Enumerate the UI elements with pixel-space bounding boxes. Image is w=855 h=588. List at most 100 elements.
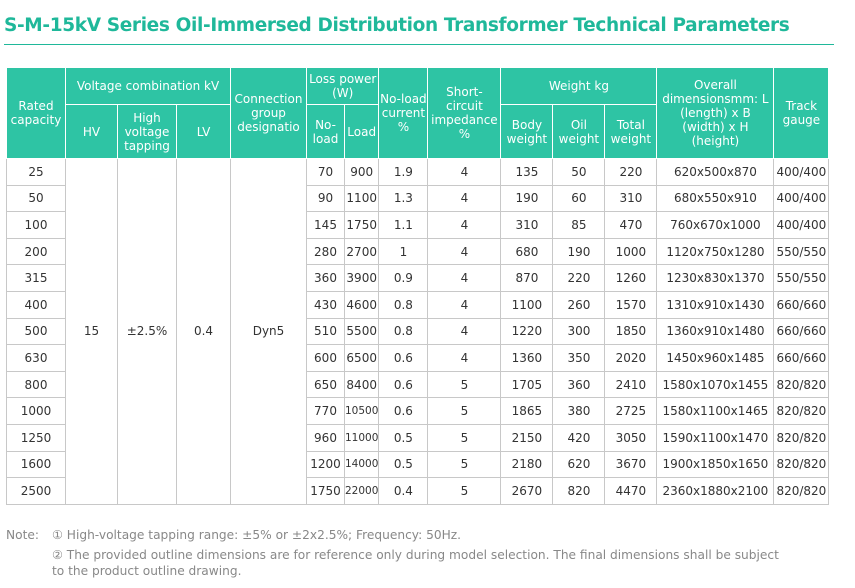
cell-body-weight: 310 [500,211,554,239]
cell-short-circuit-impedance: 4 [427,158,502,186]
table-row: 315 360 3900 0.9 4 870 220 1260 1230x830x1370 550… [6,264,830,292]
cell-rated-capacity: 630 [6,344,66,372]
cell-hv: 15 [65,158,118,505]
header-no-load-current: No-load current % [378,67,429,159]
cell-track-gauge: 820/820 [773,397,830,425]
cell-short-circuit-impedance: 5 [427,423,502,452]
cell-overall-dimensions: 620x500x870 [656,158,775,186]
cell-overall-dimensions: 1230x830x1370 [656,264,775,292]
cell-oil-weight: 220 [552,264,606,292]
cell-no-load-loss: 90 [306,184,345,213]
header-lv: LV [176,104,231,159]
cell-no-load-loss: 600 [306,344,345,372]
cell-load-loss: 11000 [343,423,380,452]
cell-no-load-loss: 770 [306,397,345,425]
cell-oil-weight: 420 [552,423,606,452]
cell-load-loss: 4600 [343,290,380,319]
header-oil-weight: Oil weight [552,104,606,159]
cell-rated-capacity: 2500 [6,477,66,505]
header-short-circuit-impedance: Short-circuit impedance % [427,67,502,159]
table-row: 1600 1200 14000 0.5 5 2180 620 3670 1900x1850x16… [6,450,830,479]
cell-rated-capacity: 315 [6,264,66,292]
header-body-weight: Body weight [500,104,554,159]
cell-track-gauge: 660/660 [773,344,830,372]
table-row: 630 600 6500 0.6 4 1360 350 2020 1450x960x1485 66… [6,344,830,372]
cell-oil-weight: 85 [552,211,606,239]
cell-no-load-current: 1.3 [378,184,429,213]
cell-total-weight: 470 [604,211,658,239]
cell-lv: 0.4 [176,158,231,505]
header-high-voltage-tapping: High voltage tapping [117,104,177,159]
cell-body-weight: 2670 [500,477,554,505]
cell-no-load-current: 0.5 [378,423,429,452]
table-row: 800 650 8400 0.6 5 1705 360 2410 1580x1070x1455 8… [6,370,830,399]
cell-no-load-current: 1.1 [378,211,429,239]
cell-no-load-loss: 1750 [306,477,345,505]
cell-short-circuit-impedance: 4 [427,237,502,266]
cell-overall-dimensions: 760x670x1000 [656,211,775,239]
cell-track-gauge: 400/400 [773,184,830,213]
header-overall-dimensions: Overall dimensionsmm: L (length) x B (wi… [656,67,775,159]
cell-short-circuit-impedance: 4 [427,264,502,292]
header-total-weight: Total weight [604,104,658,159]
cell-overall-dimensions: 1580x1100x1465 [656,397,775,425]
cell-no-load-current: 0.9 [378,264,429,292]
cell-load-loss: 3900 [343,264,380,292]
cell-no-load-current: 0.6 [378,370,429,399]
cell-overall-dimensions: 1450x960x1485 [656,344,775,372]
cell-total-weight: 4470 [604,477,658,505]
header-track-gauge: Track gauge [773,67,830,159]
cell-total-weight: 3670 [604,450,658,479]
cell-track-gauge: 820/820 [773,423,830,452]
parameters-table: Rated capacity Voltage combination kV Co… [6,67,830,505]
cell-load-loss: 2700 [343,237,380,266]
header-loss-power: Loss power (W) [305,67,380,105]
cell-total-weight: 2020 [604,344,658,372]
cell-oil-weight: 620 [552,450,606,479]
cell-total-weight: 310 [604,184,658,213]
cell-body-weight: 680 [500,237,554,266]
cell-track-gauge: 550/550 [773,264,830,292]
header-rated-capacity: Rated capacity [6,67,66,159]
cell-total-weight: 3050 [604,423,658,452]
cell-rated-capacity: 1250 [6,423,66,452]
cell-high-voltage-tapping: ±2.5% [117,158,177,505]
cell-rated-capacity: 25 [6,158,66,186]
cell-oil-weight: 360 [552,370,606,399]
cell-load-loss: 6500 [343,344,380,372]
cell-body-weight: 2180 [500,450,554,479]
page-title: S-M-15kV Series Oil-Immersed Distributio… [4,15,790,36]
cell-body-weight: 870 [500,264,554,292]
cell-oil-weight: 350 [552,344,606,372]
cell-short-circuit-impedance: 4 [427,317,502,346]
cell-oil-weight: 50 [552,158,606,186]
cell-total-weight: 1850 [604,317,658,346]
cell-connection-group: Dyn5 [230,158,307,505]
cell-rated-capacity: 200 [6,237,66,266]
cell-no-load-current: 0.8 [378,290,429,319]
cell-short-circuit-impedance: 5 [427,397,502,425]
note-2: ② The provided outline dimensions are fo… [52,548,779,578]
cell-oil-weight: 190 [552,237,606,266]
cell-no-load-loss: 280 [306,237,345,266]
cell-oil-weight: 380 [552,397,606,425]
table-row: 1250 960 11000 0.5 5 2150 420 3050 1590x1100x147… [6,423,830,452]
note-1-line: Note: ① High-voltage tapping range: ±5% o… [6,527,461,543]
cell-no-load-current: 1.9 [378,158,429,186]
cell-overall-dimensions: 2360x1880x2100 [656,477,775,505]
cell-track-gauge: 820/820 [773,370,830,399]
cell-total-weight: 1260 [604,264,658,292]
cell-total-weight: 1000 [604,237,658,266]
cell-no-load-loss: 430 [306,290,345,319]
cell-load-loss: 10500 [343,397,380,425]
cell-oil-weight: 820 [552,477,606,505]
cell-track-gauge: 400/400 [773,158,830,186]
cell-no-load-loss: 360 [306,264,345,292]
cell-no-load-current: 0.6 [378,344,429,372]
cell-track-gauge: 400/400 [773,211,830,239]
cell-load-loss: 5500 [343,317,380,346]
cell-no-load-loss: 510 [306,317,345,346]
cell-no-load-loss: 70 [306,158,345,186]
cell-overall-dimensions: 1590x1100x1470 [656,423,775,452]
cell-load-loss: 22000 [343,477,380,505]
